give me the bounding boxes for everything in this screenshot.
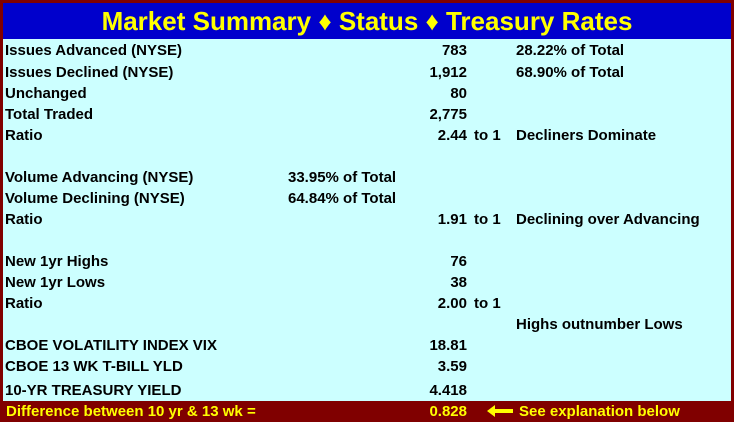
row-label: Issues Advanced (NYSE) bbox=[5, 42, 183, 59]
row-label: Issues Declined (NYSE) bbox=[5, 64, 174, 81]
row-note: 68.90% of Total bbox=[516, 64, 625, 81]
row-value: 4.418 bbox=[429, 382, 467, 399]
row-value: 18.81 bbox=[429, 337, 467, 354]
row-label: CBOE VOLATILITY INDEX VIX bbox=[5, 337, 217, 354]
row-value: 3.59 bbox=[437, 358, 467, 375]
title: Market Summary ♦ Status ♦ Treasury Rates bbox=[3, 3, 731, 39]
row-note: Declining over Advancing bbox=[516, 211, 700, 228]
row-label: CBOE 13 WK T-BILL YLD bbox=[5, 358, 183, 375]
row-label: New 1yr Lows bbox=[5, 274, 106, 291]
row-value: 80 bbox=[450, 85, 467, 102]
row-pct: 64.84% of Total bbox=[288, 190, 397, 207]
footer-note: See explanation below bbox=[519, 403, 680, 420]
row-unit: to 1 bbox=[474, 127, 501, 144]
row-label: Volume Declining (NYSE) bbox=[5, 190, 185, 207]
row-label: Ratio bbox=[5, 295, 43, 312]
row-note: Highs outnumber Lows bbox=[516, 316, 683, 333]
row-unit: to 1 bbox=[474, 211, 501, 228]
row-label: Ratio bbox=[5, 211, 43, 228]
row-label: 10-YR TREASURY YIELD bbox=[5, 382, 182, 399]
row-label: Volume Advancing (NYSE) bbox=[5, 169, 194, 186]
row-label: New 1yr Highs bbox=[5, 253, 109, 270]
row-value: 2.44 bbox=[437, 127, 467, 144]
row-label: Unchanged bbox=[5, 85, 87, 102]
row-value: 76 bbox=[450, 253, 467, 270]
row-value: 1.91 bbox=[437, 211, 467, 228]
footer-label: Difference between 10 yr & 13 wk = bbox=[6, 403, 256, 420]
row-pct: 33.95% of Total bbox=[288, 169, 397, 186]
row-value: 38 bbox=[450, 274, 467, 291]
arrow-icon bbox=[487, 405, 513, 417]
row-label: Ratio bbox=[5, 127, 43, 144]
row-value: 2,775 bbox=[429, 106, 467, 123]
row-value: 2.00 bbox=[437, 295, 467, 312]
row-note: Decliners Dominate bbox=[516, 127, 657, 144]
footer-value: 0.828 bbox=[429, 403, 467, 420]
row-value: 783 bbox=[441, 42, 467, 59]
row-label: Total Traded bbox=[5, 106, 94, 123]
row-note: 28.22% of Total bbox=[516, 42, 625, 59]
footer: Difference between 10 yr & 13 wk = 0.828… bbox=[3, 401, 731, 420]
row-unit: to 1 bbox=[474, 295, 501, 312]
row-value: 1,912 bbox=[429, 64, 467, 81]
